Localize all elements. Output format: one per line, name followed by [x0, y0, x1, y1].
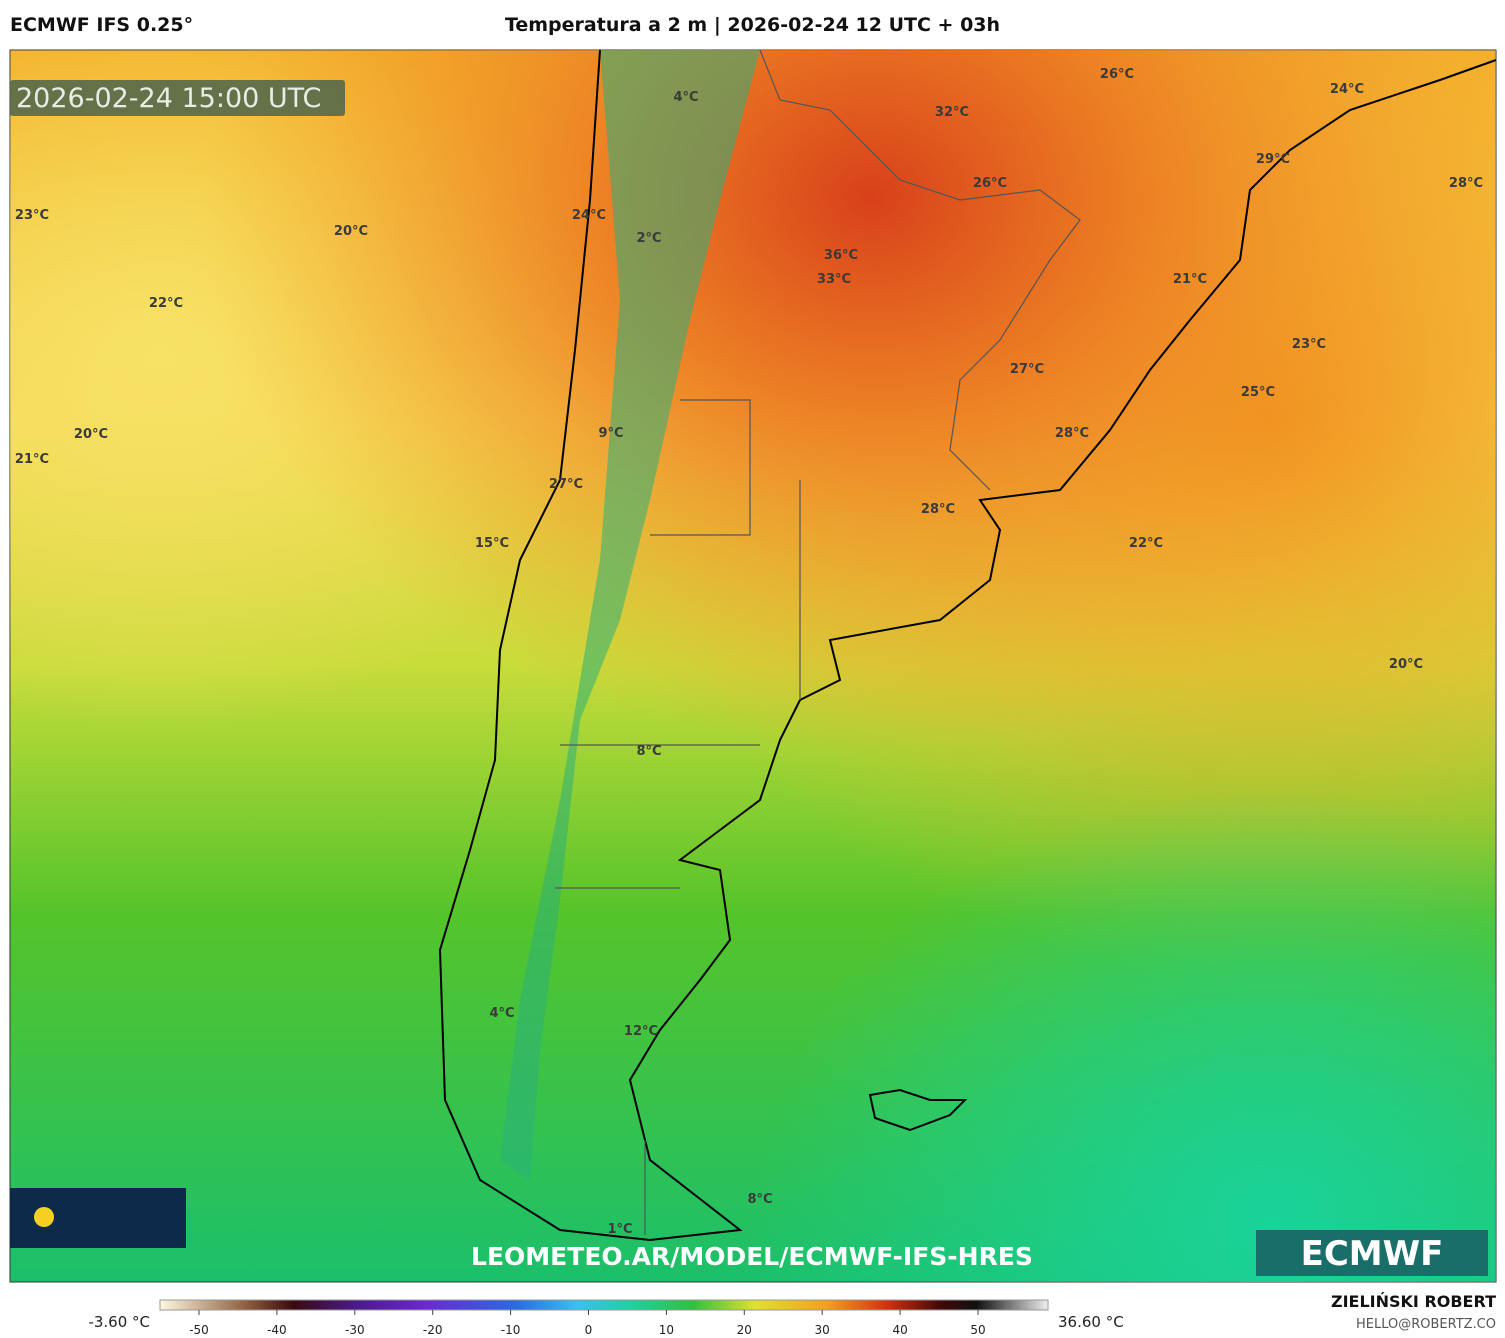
temperature-label: 27°C — [1010, 362, 1044, 377]
temperature-label: 9°C — [598, 426, 623, 441]
temperature-label: 24°C — [1330, 82, 1364, 97]
logo-box — [1256, 1230, 1488, 1276]
temperature-label: 12°C — [624, 1024, 658, 1039]
logo: ECMWF — [1301, 1234, 1444, 1274]
temperature-label: 28°C — [1055, 426, 1089, 441]
colorbar-tick-label: 20 — [737, 1323, 752, 1337]
temperature-label: 26°C — [1100, 67, 1134, 82]
temperature-label: 4°C — [673, 90, 698, 105]
model-name: ECMWF IFS 0.25° — [10, 14, 194, 36]
borders — [555, 49, 1081, 1235]
temperature-label: 15°C — [475, 536, 509, 551]
colorbar-tick-label: 0 — [585, 1323, 593, 1337]
source-url: LEOMETEO.AR/MODEL/ECMWF-IFS-HRES — [471, 1242, 1033, 1271]
timestamp: 2026-02-24 15:00 UTC — [16, 83, 321, 114]
temperature-label: 22°C — [149, 296, 183, 311]
temperature-label: 22°C — [1129, 536, 1163, 551]
temperature-label: 21°C — [1173, 272, 1207, 287]
temperature-label: 26°C — [973, 176, 1007, 191]
colorbar-tick-label: -10 — [501, 1323, 521, 1337]
colorbar-tick-label: -40 — [267, 1323, 287, 1337]
colorbar-tick-label: 40 — [892, 1323, 907, 1337]
colorbar-min: -3.60 °C — [88, 1313, 150, 1331]
colorbar-tick-label: -20 — [423, 1323, 443, 1337]
map-field — [10, 50, 1496, 1282]
temperature-label: 32°C — [935, 105, 969, 120]
colorbar-tick-label: -50 — [189, 1323, 209, 1337]
contact: HELLO@ROBERTZ.CO — [1356, 1317, 1496, 1332]
temperature-label: 21°C — [15, 452, 49, 467]
temperature-label: 33°C — [817, 272, 851, 287]
temperature-label: 28°C — [921, 502, 955, 517]
colorbar-tick-label: 30 — [815, 1323, 830, 1337]
colorbar-tick-label: 50 — [970, 1323, 985, 1337]
temperature-label: 20°C — [1389, 657, 1423, 672]
colorbar-tick-label: 10 — [659, 1323, 674, 1337]
colorbar-tick-label: -30 — [345, 1323, 365, 1337]
temperature-label: 25°C — [1241, 385, 1275, 400]
islands — [868, 1088, 968, 1132]
temperature-label: 20°C — [334, 224, 368, 239]
temperature-label: 23°C — [15, 208, 49, 223]
temperature-label: 1°C — [607, 1222, 632, 1237]
andes — [500, 50, 760, 1180]
author: ZIELIŃSKI ROBERT — [1331, 1292, 1496, 1311]
temperature-label: 4°C — [489, 1006, 514, 1021]
temperature-label: 23°C — [1292, 337, 1326, 352]
colorbar — [159, 1299, 1049, 1311]
temperature-label: 8°C — [636, 744, 661, 759]
temperature-label: 29°C — [1256, 152, 1290, 167]
timestamp-box — [10, 80, 345, 116]
temperature-label: 36°C — [824, 248, 858, 263]
temperature-label: 24°C — [572, 208, 606, 223]
sun-icon — [34, 1207, 54, 1227]
map-title: Temperatura a 2 m | 2026-02-24 12 UTC + … — [504, 14, 1001, 36]
temperature-label: 2°C — [636, 231, 661, 246]
coastline — [438, 49, 1497, 1242]
temperature-label: 20°C — [74, 427, 108, 442]
temperature-label: 8°C — [747, 1192, 772, 1207]
temperature-label: 27°C — [549, 477, 583, 492]
temperature-label: 28°C — [1449, 176, 1483, 191]
colorbar-max: 36.60 °C — [1058, 1313, 1124, 1331]
